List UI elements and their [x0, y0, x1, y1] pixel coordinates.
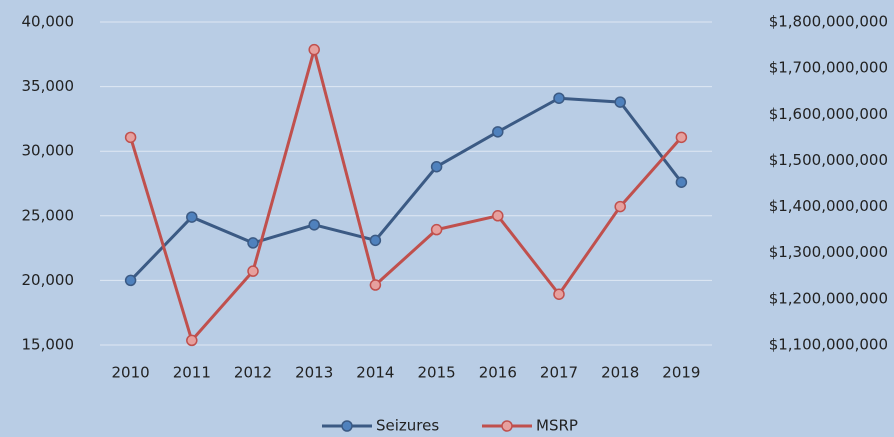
point	[492, 126, 504, 138]
legend-marker	[501, 420, 513, 432]
point	[247, 237, 259, 249]
x-tick-label: 2018	[601, 364, 639, 382]
point	[308, 43, 320, 56]
y2-tick-label: $1,600,000,000	[769, 105, 888, 123]
point	[124, 274, 137, 287]
point	[553, 288, 565, 300]
point	[675, 131, 688, 144]
series-line	[129, 43, 683, 344]
x-tick-label: 2012	[234, 364, 272, 382]
y2-tick-label: $1,200,000,000	[769, 289, 888, 307]
point	[124, 131, 137, 144]
point	[186, 334, 198, 347]
point	[186, 211, 198, 223]
x-tick-label: 2010	[112, 364, 150, 382]
x-tick-label: 2016	[479, 364, 517, 382]
series-line	[129, 96, 683, 282]
y2-tick-label: $1,300,000,000	[769, 243, 888, 261]
x-tick-label: 2019	[662, 364, 700, 382]
x-tick-label: 2015	[418, 364, 456, 382]
y2-tick-label: $1,400,000,000	[769, 197, 888, 215]
x-tick-label: 2017	[540, 364, 578, 382]
point	[369, 279, 382, 291]
y2-tick-label: $1,800,000,000	[769, 13, 888, 31]
point	[553, 92, 565, 104]
legend-label: Seizures	[376, 417, 439, 435]
point	[308, 219, 320, 231]
y-tick-label: 20,000	[22, 271, 75, 289]
y2-tick-label: $1,700,000,000	[769, 59, 888, 77]
y-tick-label: 25,000	[22, 206, 75, 224]
y-tick-label: 40,000	[22, 13, 75, 31]
point	[614, 96, 626, 108]
y-tick-label: 35,000	[22, 77, 75, 95]
legend-label: MSRP	[536, 417, 578, 435]
point	[675, 176, 688, 188]
y2-tick-label: $1,100,000,000	[769, 336, 888, 354]
y-tick-label: 15,000	[22, 336, 75, 354]
point	[430, 223, 443, 236]
point	[247, 265, 259, 277]
x-tick-label: 2014	[356, 364, 394, 382]
x-tick-label: 2013	[295, 364, 333, 382]
legend-marker	[341, 420, 353, 432]
point	[430, 160, 443, 173]
point	[369, 234, 382, 247]
point	[492, 210, 504, 222]
y2-tick-label: $1,500,000,000	[769, 151, 888, 169]
y-tick-label: 30,000	[22, 142, 75, 160]
x-tick-label: 2011	[173, 364, 211, 382]
point	[614, 200, 626, 213]
